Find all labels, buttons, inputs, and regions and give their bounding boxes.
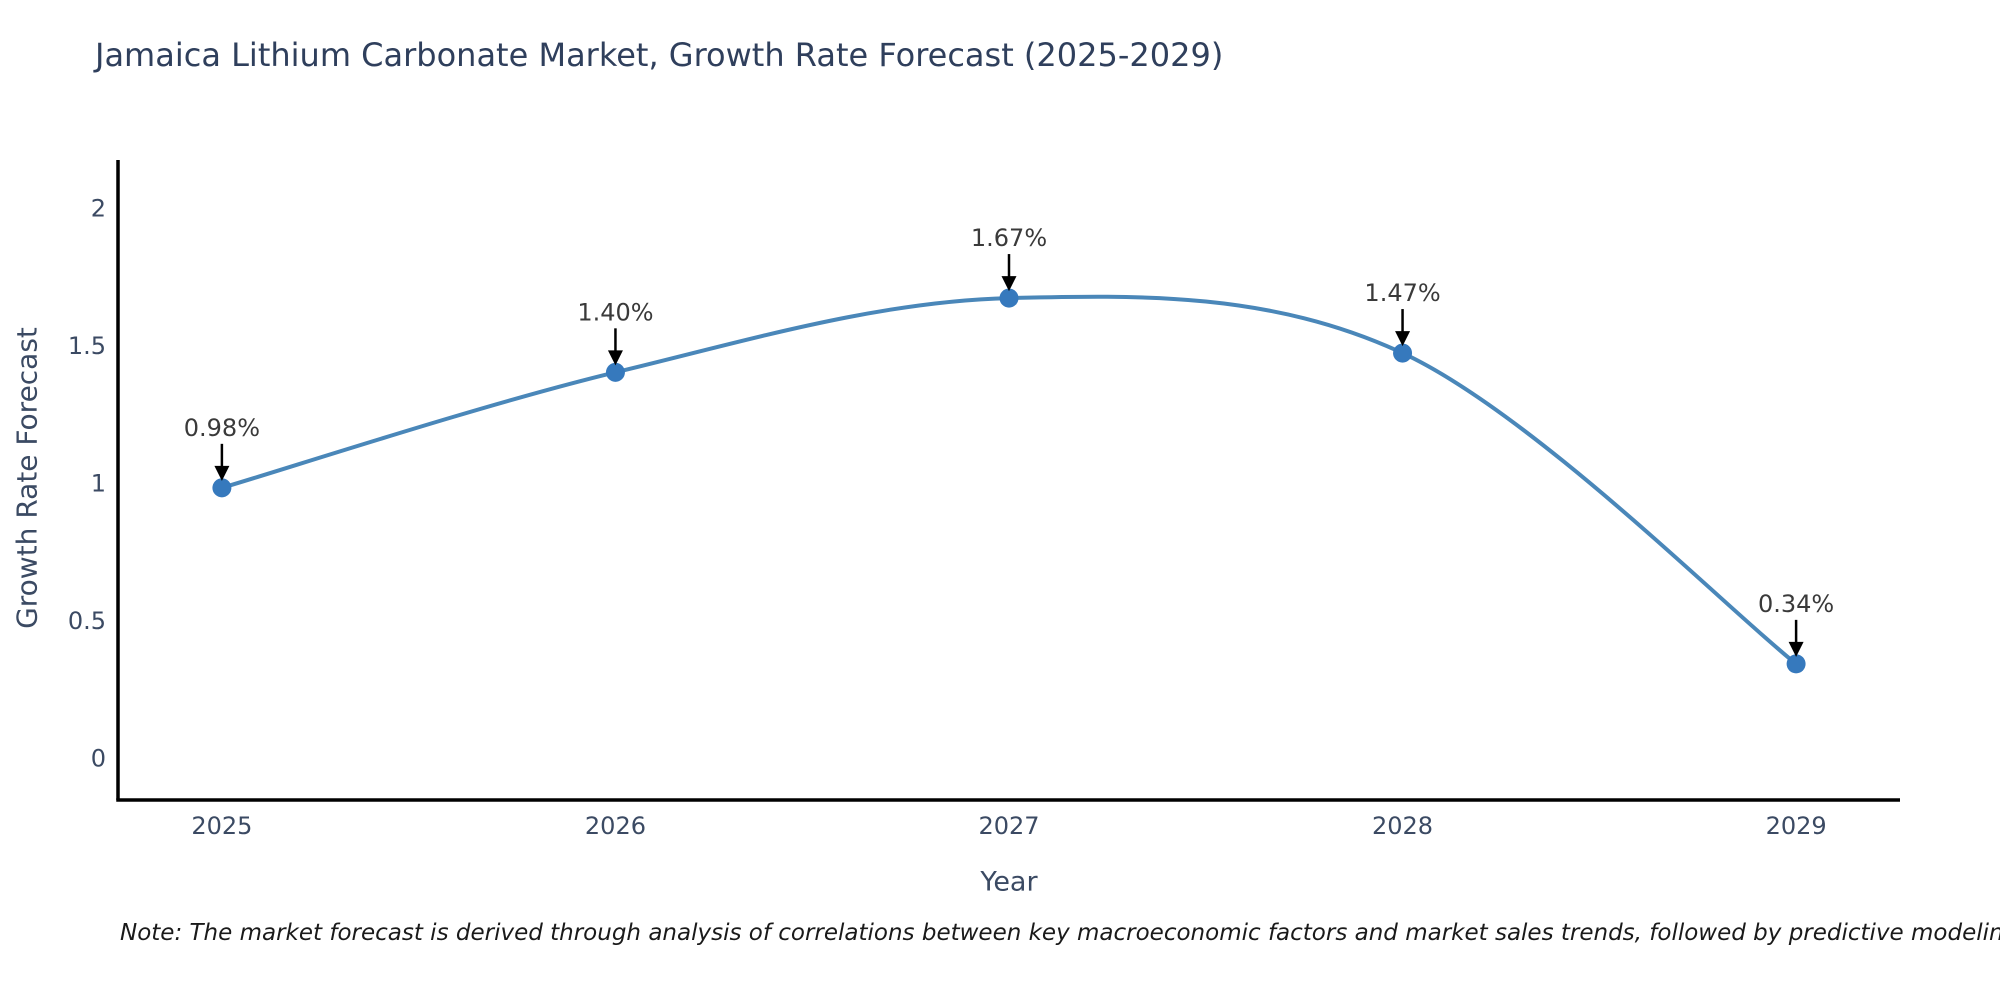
footnote: Note: The market forecast is derived thr… [120,920,2000,946]
annotation-arrow-head [1395,331,1411,347]
annotation-arrow-head [1788,641,1804,657]
y-tick-label: 2 [91,194,106,222]
annotation-arrow-head [607,350,623,366]
data-point-label: 1.67% [971,224,1047,252]
data-point-label: 1.47% [1364,279,1440,307]
y-tick-label: 1.5 [68,332,106,360]
forecast-line [219,294,1799,666]
x-tick-label: 2027 [978,812,1039,840]
data-point-marker [1786,654,1806,674]
x-tick-label: 2029 [1766,812,1827,840]
data-point-marker [212,478,232,498]
x-tick-label: 2026 [585,812,646,840]
annotation-arrow-head [214,465,230,481]
y-tick-label: 0 [91,744,106,772]
chart-title: Jamaica Lithium Carbonate Market, Growth… [95,36,1224,74]
y-axis-title: Growth Rate Forecast [10,327,44,629]
data-point-label: 0.98% [184,414,260,442]
data-point-marker [605,362,625,382]
data-point-marker [999,288,1019,308]
data-point-label: 0.34% [1758,590,1834,618]
y-tick-label: 0.5 [68,607,106,635]
annotation-arrow-head [1001,276,1017,292]
data-point-marker [1393,343,1413,363]
x-tick-label: 2025 [191,812,252,840]
x-tick-label: 2028 [1372,812,1433,840]
x-axis-title: Year [980,866,1038,898]
data-point-label: 1.40% [577,298,653,326]
y-tick-label: 1 [91,469,106,497]
